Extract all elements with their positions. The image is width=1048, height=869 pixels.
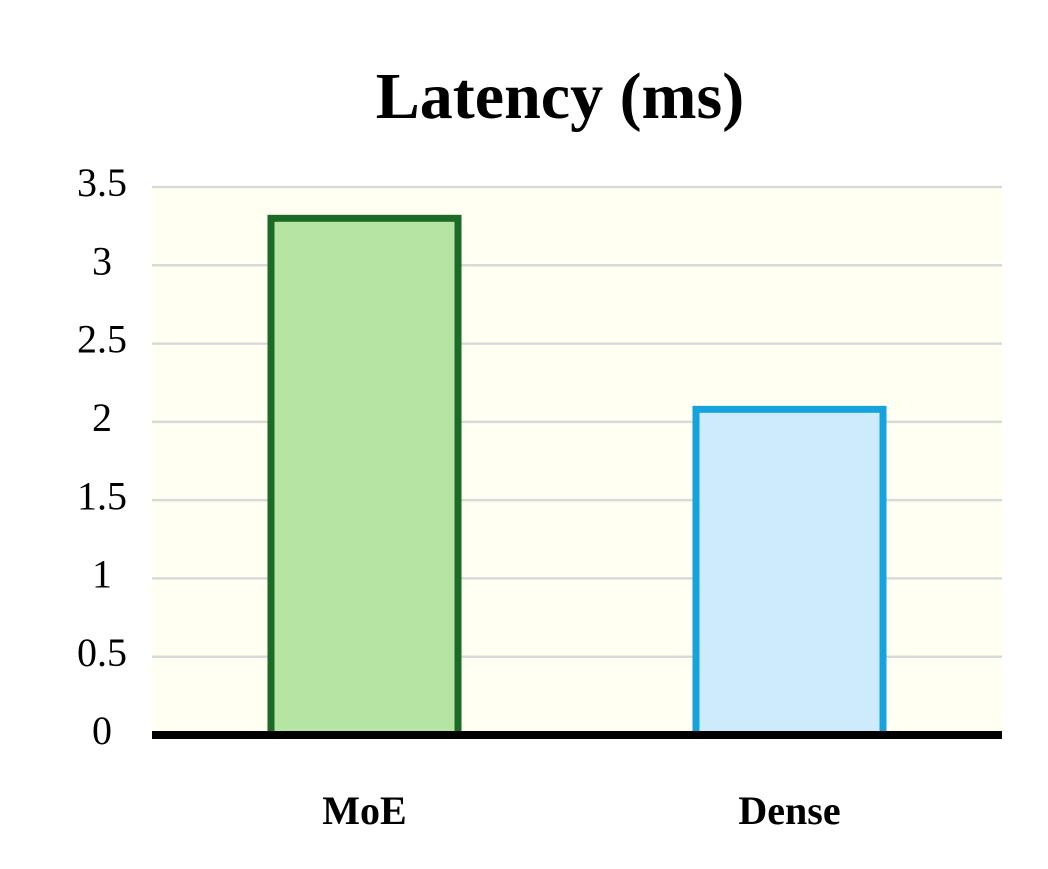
y-tick-label: 2 xyxy=(92,395,112,440)
bar xyxy=(692,405,887,739)
y-tick-label: 3 xyxy=(92,238,112,283)
x-tick-label: MoE xyxy=(322,788,406,833)
y-tick-label: 0 xyxy=(92,708,112,753)
y-tick-label: 3.5 xyxy=(77,160,127,205)
y-tick-label: 2.5 xyxy=(77,317,127,362)
y-tick-label: 1.5 xyxy=(77,473,127,518)
y-tick-label: 0.5 xyxy=(77,630,127,675)
chart-title: Latency (ms) xyxy=(376,60,744,133)
y-tick-label: 1 xyxy=(92,552,112,597)
bar xyxy=(267,214,462,739)
x-tick-label: Dense xyxy=(738,788,840,833)
